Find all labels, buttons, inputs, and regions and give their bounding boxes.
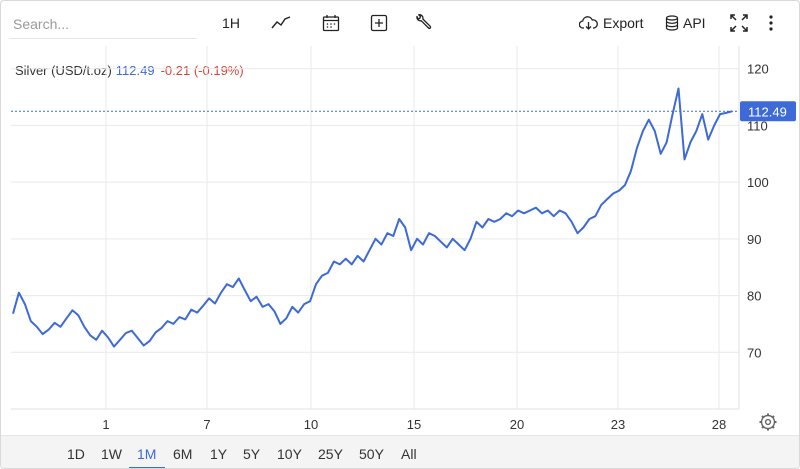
add-square-icon [370, 14, 388, 32]
x-axis: 1 7 10 15 20 23 28 [102, 417, 726, 432]
y-tick-label: 110 [747, 118, 768, 133]
chart-type-button[interactable] [269, 11, 293, 35]
x-tick-label: 10 [304, 417, 318, 432]
line-chart-icon [271, 16, 291, 29]
x-tick-label: 28 [712, 417, 726, 432]
api-label: API [683, 15, 706, 31]
y-tick-label: 80 [747, 289, 761, 304]
range-button-25y[interactable]: 25Y [318, 446, 343, 462]
y-axis: 70 80 90 100 110 120 [747, 62, 769, 361]
series-change: -0.21 (-0.19%) [160, 63, 244, 78]
range-button-1y[interactable]: 1Y [210, 446, 228, 462]
settings-tools-button[interactable] [411, 11, 435, 35]
api-button[interactable]: API [665, 11, 709, 35]
range-button-10y[interactable]: 10Y [277, 446, 302, 462]
last-price-tag: 112.49 [740, 101, 796, 122]
expand-icon [730, 14, 748, 32]
search-box[interactable] [9, 9, 197, 39]
compare-button[interactable] [367, 11, 391, 35]
y-tick-label: 70 [747, 345, 761, 360]
active-range-indicator [129, 467, 165, 468]
interval-button[interactable]: 1H [219, 11, 243, 35]
chart-settings-button[interactable] [759, 413, 777, 431]
grid-lines [11, 46, 740, 410]
more-options-button[interactable] [763, 11, 779, 35]
price-series-line [12, 87, 733, 348]
x-tick-label: 7 [203, 417, 210, 432]
wrench-icon [416, 14, 432, 29]
range-button-6m[interactable]: 6M [173, 446, 193, 462]
series-name: Silver (USD/t.oz) [15, 63, 112, 78]
price-chart[interactable]: 70 80 90 100 110 120 1 7 10 15 20 23 28 112.49 [1, 1, 799, 435]
search-input[interactable] [9, 9, 197, 38]
range-selector: 1D 1W 1M 6M 1Y 5Y 10Y 25Y 50Y All [1, 435, 799, 468]
range-button-50y[interactable]: 50Y [359, 446, 384, 462]
fullscreen-button[interactable] [729, 11, 749, 35]
range-button-all[interactable]: All [401, 446, 417, 462]
more-vertical-icon [769, 15, 773, 31]
chart-legend: Silver (USD/t.oz) 112.49 -0.21 (-0.19%) [15, 63, 244, 78]
y-tick-label: 120 [747, 62, 769, 77]
x-tick-label: 20 [510, 417, 524, 432]
y-tick-label: 100 [747, 175, 769, 190]
x-tick-label: 23 [611, 417, 625, 432]
x-tick-label: 1 [102, 417, 109, 432]
series-value: 112.49 [115, 63, 155, 78]
interval-label: 1H [222, 15, 240, 31]
calendar-icon [322, 15, 340, 32]
range-button-1w[interactable]: 1W [101, 446, 122, 462]
date-range-button[interactable] [319, 11, 343, 35]
x-tick-label: 15 [407, 417, 421, 432]
y-tick-label: 90 [747, 232, 761, 247]
toolbar: 1H [1, 1, 799, 45]
database-icon [665, 15, 679, 31]
last-price-label: 112.49 [748, 104, 787, 119]
range-button-1d[interactable]: 1D [67, 446, 85, 462]
export-label: Export [603, 15, 644, 31]
range-button-5y[interactable]: 5Y [243, 446, 261, 462]
range-button-1m[interactable]: 1M [137, 446, 157, 462]
export-button[interactable]: Export [579, 11, 649, 35]
cloud-download-icon [579, 16, 598, 30]
